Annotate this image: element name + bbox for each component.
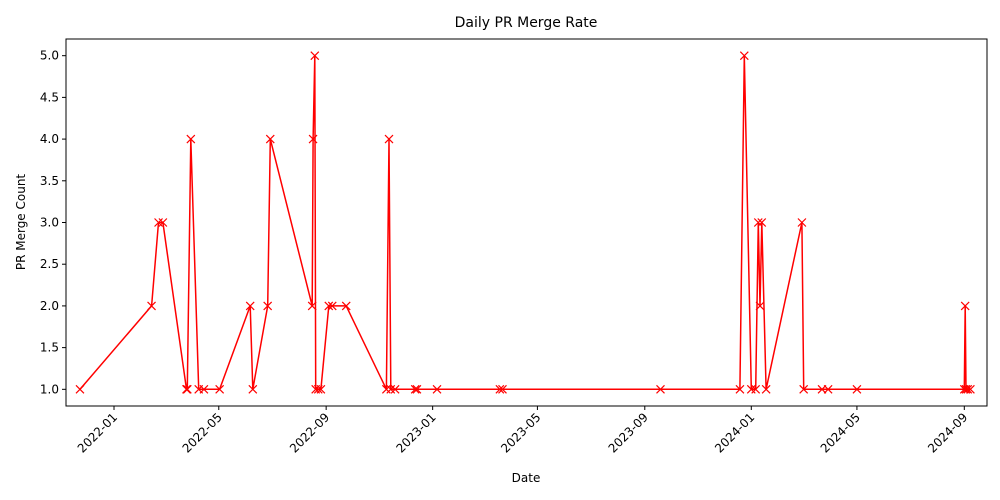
y-tick-label: 5.0 bbox=[40, 49, 59, 63]
data-point bbox=[147, 301, 156, 311]
data-point bbox=[965, 384, 975, 394]
y-tick-label: 3.0 bbox=[40, 216, 59, 230]
data-point bbox=[182, 384, 192, 394]
data-point bbox=[248, 384, 258, 394]
data-point bbox=[263, 301, 273, 311]
data-point bbox=[265, 134, 275, 144]
y-tick-label: 4.5 bbox=[40, 90, 59, 104]
y-tick-label: 2.5 bbox=[40, 257, 59, 271]
y-tick-label: 1.0 bbox=[40, 382, 59, 396]
data-point bbox=[245, 301, 255, 311]
x-tick-label: 2023-01 bbox=[393, 410, 438, 455]
data-point bbox=[960, 301, 970, 311]
data-point bbox=[961, 384, 971, 394]
data-point bbox=[432, 384, 442, 394]
x-tick-label: 2022-01 bbox=[75, 410, 120, 455]
data-point bbox=[757, 218, 767, 227]
y-axis: 1.0 1.5 2.0 2.5 3.0 3.5 4.0 4.5 5.0 bbox=[40, 49, 66, 396]
data-point bbox=[384, 134, 394, 144]
data-point bbox=[739, 51, 749, 61]
data-point bbox=[963, 384, 973, 394]
data-point bbox=[154, 218, 163, 227]
data-point bbox=[381, 384, 391, 394]
data-point bbox=[498, 384, 507, 394]
data-point bbox=[412, 384, 422, 394]
y-tick-label: 3.5 bbox=[40, 174, 59, 188]
series-line bbox=[75, 51, 975, 394]
data-point bbox=[755, 301, 765, 311]
y-tick-label: 4.0 bbox=[40, 132, 59, 146]
data-point bbox=[390, 384, 400, 394]
plot-frame bbox=[65, 38, 988, 407]
data-point bbox=[823, 384, 833, 394]
data-point bbox=[799, 384, 809, 394]
data-point bbox=[182, 384, 191, 394]
data-point bbox=[316, 384, 326, 394]
data-point bbox=[751, 384, 761, 394]
data-point bbox=[186, 134, 196, 144]
x-tick-label: 2022-05 bbox=[180, 410, 225, 455]
data-point bbox=[735, 384, 745, 394]
data-point bbox=[656, 384, 665, 394]
data-point bbox=[410, 384, 420, 394]
chart-title: Daily PR Merge Rate bbox=[455, 15, 598, 31]
data-point bbox=[753, 218, 763, 227]
x-axis-label: Date bbox=[512, 471, 541, 485]
data-point bbox=[307, 301, 317, 311]
data-point bbox=[308, 134, 318, 144]
x-axis: 2022-01 2022-05 2022-09 2023-01 2023-05 2023-… bbox=[75, 406, 970, 456]
x-tick-label: 2024-05 bbox=[818, 410, 863, 455]
data-point bbox=[746, 384, 756, 394]
data-point bbox=[761, 384, 771, 394]
y-tick-label: 2.0 bbox=[40, 299, 59, 313]
data-point bbox=[386, 384, 396, 394]
x-tick-label: 2024-09 bbox=[925, 410, 970, 455]
data-point bbox=[324, 301, 334, 311]
data-point bbox=[313, 384, 323, 394]
y-tick-label: 1.5 bbox=[40, 341, 59, 355]
series-path bbox=[79, 54, 971, 391]
data-point bbox=[327, 301, 337, 311]
data-point bbox=[310, 51, 320, 61]
x-tick-label: 2022-09 bbox=[287, 410, 332, 455]
data-point bbox=[158, 218, 168, 227]
x-tick-label: 2023-09 bbox=[606, 410, 651, 455]
data-point bbox=[341, 301, 351, 311]
y-axis-label: PR Merge Count bbox=[14, 174, 28, 271]
data-point bbox=[215, 384, 225, 394]
data-point bbox=[199, 384, 209, 394]
x-tick-label: 2023-05 bbox=[498, 410, 543, 455]
data-point bbox=[797, 218, 807, 227]
data-point bbox=[852, 384, 862, 394]
data-point bbox=[495, 384, 505, 394]
x-tick-label: 2024-01 bbox=[712, 410, 757, 455]
data-point bbox=[75, 384, 85, 394]
